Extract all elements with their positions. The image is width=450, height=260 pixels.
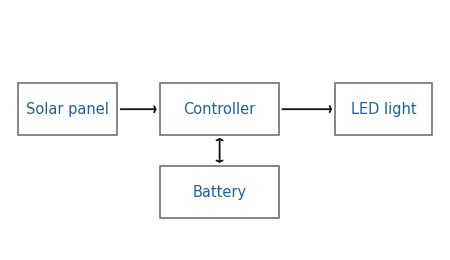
Text: Solar panel: Solar panel [26, 102, 109, 117]
Text: Controller: Controller [183, 102, 256, 117]
Text: Battery: Battery [192, 185, 247, 200]
FancyBboxPatch shape [160, 83, 279, 135]
FancyBboxPatch shape [335, 83, 432, 135]
FancyBboxPatch shape [160, 166, 279, 218]
FancyBboxPatch shape [18, 83, 117, 135]
Text: LED light: LED light [351, 102, 416, 117]
